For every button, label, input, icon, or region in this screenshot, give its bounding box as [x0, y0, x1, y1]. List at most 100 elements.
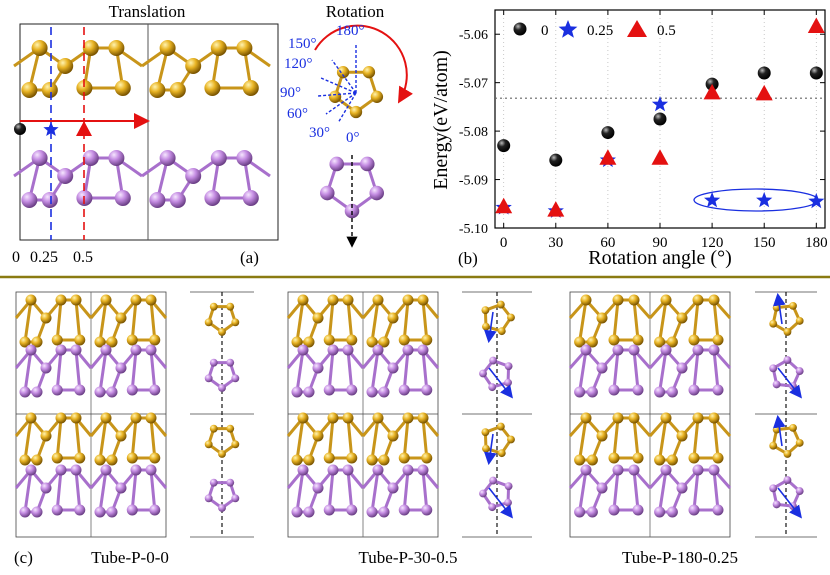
atom [712, 504, 724, 516]
bond [74, 349, 82, 391]
atom [372, 294, 384, 306]
atom [769, 319, 778, 328]
legend-0.25-marker [558, 20, 578, 38]
bond [712, 349, 720, 391]
atom [789, 423, 797, 432]
atom [114, 190, 131, 206]
legend-0.25-label: 0.25 [587, 23, 613, 39]
side-view-1 [190, 291, 254, 538]
atom [55, 344, 67, 356]
structure-panel-2 [286, 291, 440, 538]
bond [98, 349, 108, 393]
atom [708, 412, 720, 424]
atom [149, 192, 166, 208]
bond [612, 417, 620, 459]
atom [218, 504, 226, 512]
atom [398, 334, 410, 346]
x-tick-label: 0 [500, 235, 508, 251]
atom [688, 334, 700, 346]
atom [421, 504, 433, 516]
bond [130, 349, 138, 391]
atom [479, 369, 487, 378]
atom [421, 384, 433, 396]
bond [692, 299, 700, 341]
atom [291, 336, 303, 348]
rotation-schematic: 180° 150° 120° 90° 60° 30° 0° [280, 23, 413, 248]
point-0-150 [757, 66, 771, 80]
atom [226, 358, 235, 367]
atom [712, 452, 724, 464]
atom [712, 384, 724, 396]
atom [329, 156, 344, 172]
atom [231, 318, 240, 327]
bond [658, 417, 668, 461]
atom [94, 386, 106, 398]
point-0-180 [809, 66, 823, 80]
atom [145, 412, 157, 424]
atom [507, 435, 515, 444]
atom [169, 192, 186, 208]
atom [628, 294, 640, 306]
atom [106, 386, 118, 398]
atom [346, 384, 358, 396]
atom [421, 334, 433, 346]
orientation-arrow [484, 311, 497, 344]
atom [130, 412, 142, 424]
bond [149, 349, 157, 391]
point-0.5-180 [807, 17, 825, 33]
legend-0.5-label: 0.5 [657, 23, 676, 39]
atom [488, 503, 497, 512]
atom [126, 504, 138, 516]
atom [55, 412, 67, 424]
atom [795, 316, 804, 325]
atom [612, 344, 624, 356]
atom [342, 294, 354, 306]
shift-label-0.5: 0.5 [73, 249, 93, 266]
atom [94, 454, 106, 466]
atom [19, 506, 31, 518]
unit-cell-box [19, 23, 279, 241]
atom [31, 150, 48, 166]
atom [366, 454, 378, 466]
side-view-3 [755, 291, 817, 538]
atom [378, 386, 390, 398]
atom [488, 383, 497, 392]
atom [660, 294, 672, 306]
atom [586, 454, 598, 466]
atom [692, 344, 704, 356]
y-tick-label: -5.06 [459, 28, 488, 43]
legend-star-marker [43, 122, 59, 136]
atom [297, 294, 309, 306]
point-0-90 [653, 112, 667, 126]
structure-panels [14, 291, 817, 538]
atom [402, 294, 414, 306]
atom [417, 344, 429, 356]
atom [115, 312, 127, 324]
bond [130, 417, 138, 459]
y-axis-label: Energy(eV/atom) [430, 50, 452, 190]
atom [21, 82, 38, 98]
atom [369, 185, 385, 201]
atom [349, 105, 363, 119]
structure-panel-3 [568, 291, 732, 538]
atom [231, 494, 240, 503]
atom [100, 344, 112, 356]
atom [323, 452, 335, 464]
atom [586, 386, 598, 398]
atom [402, 412, 414, 424]
atom [708, 464, 720, 476]
rotation-title: Rotation [326, 2, 385, 21]
bond [130, 469, 138, 511]
atom [489, 476, 498, 485]
atom [94, 336, 106, 348]
atom [108, 40, 125, 56]
atom [210, 150, 227, 166]
atom [19, 454, 31, 466]
atom [145, 464, 157, 476]
atom [106, 454, 118, 466]
bond [149, 299, 157, 341]
atom [312, 362, 324, 374]
atom [632, 504, 644, 516]
atom [130, 294, 142, 306]
atom [106, 336, 118, 348]
